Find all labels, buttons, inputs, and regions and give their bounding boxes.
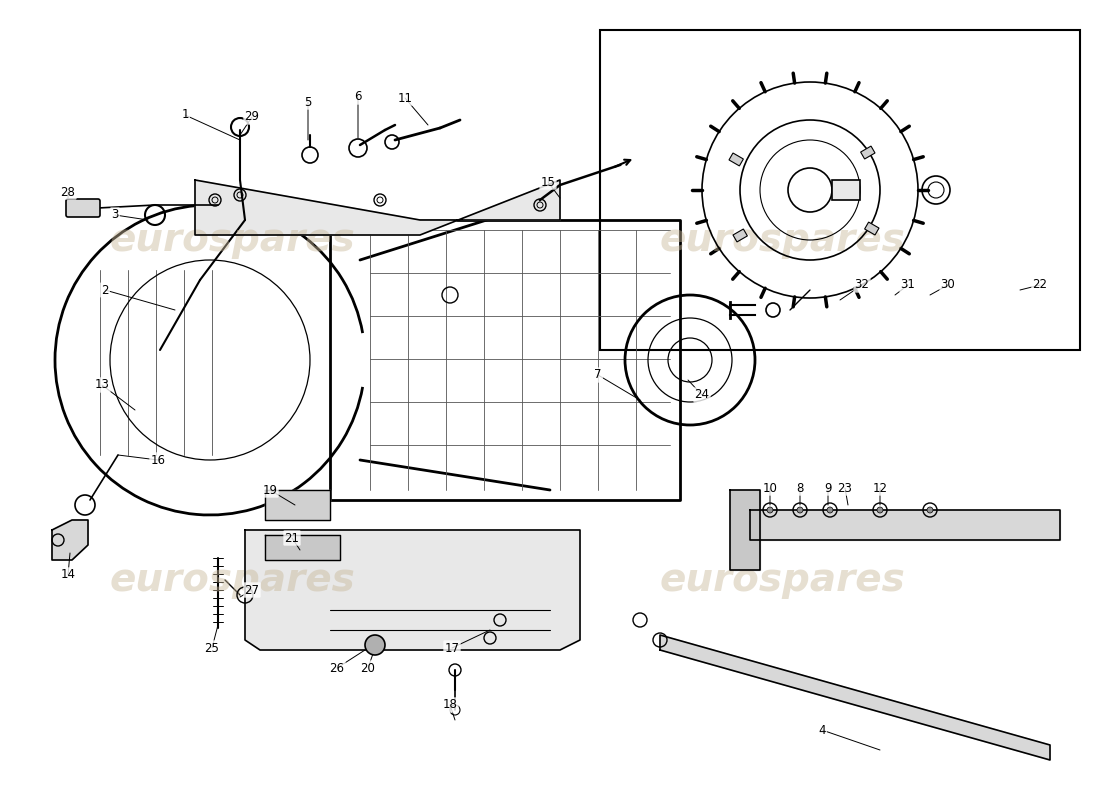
Text: 27: 27: [244, 583, 260, 597]
Polygon shape: [730, 490, 760, 570]
Text: 11: 11: [397, 91, 412, 105]
Bar: [860, 146, 875, 159]
Bar: [865, 222, 879, 235]
Text: 26: 26: [330, 662, 344, 674]
Text: 32: 32: [855, 278, 869, 291]
Text: 22: 22: [1033, 278, 1047, 291]
Text: 9: 9: [824, 482, 832, 494]
Circle shape: [798, 507, 803, 513]
Text: 6: 6: [354, 90, 362, 103]
Text: eurospares: eurospares: [110, 561, 355, 599]
FancyBboxPatch shape: [66, 199, 100, 217]
Text: 4: 4: [818, 723, 826, 737]
Text: 29: 29: [244, 110, 260, 123]
Bar: [733, 229, 747, 242]
Text: 7: 7: [594, 369, 602, 382]
Circle shape: [767, 507, 773, 513]
Polygon shape: [195, 180, 560, 235]
Polygon shape: [750, 510, 1060, 540]
Circle shape: [827, 507, 833, 513]
Text: 31: 31: [901, 278, 915, 291]
Text: 16: 16: [151, 454, 165, 466]
Bar: [832, 180, 860, 200]
Text: 28: 28: [60, 186, 76, 198]
Polygon shape: [52, 520, 88, 560]
Text: 21: 21: [285, 531, 299, 545]
Text: 3: 3: [111, 209, 119, 222]
Text: 2: 2: [101, 283, 109, 297]
Text: 13: 13: [95, 378, 109, 391]
Circle shape: [877, 507, 883, 513]
Text: 20: 20: [361, 662, 375, 674]
Text: 15: 15: [540, 175, 556, 189]
Polygon shape: [265, 490, 330, 520]
Bar: [600, 30, 1080, 350]
Text: 17: 17: [444, 642, 460, 654]
Polygon shape: [245, 530, 580, 650]
Text: 12: 12: [872, 482, 888, 494]
Text: 30: 30: [940, 278, 956, 291]
Polygon shape: [265, 535, 340, 560]
Text: 23: 23: [837, 482, 852, 494]
Text: 25: 25: [205, 642, 219, 654]
Text: 8: 8: [796, 482, 804, 494]
Bar: [729, 153, 744, 166]
Text: 14: 14: [60, 569, 76, 582]
Text: eurospares: eurospares: [110, 221, 355, 259]
Polygon shape: [660, 635, 1050, 760]
Text: 24: 24: [694, 389, 710, 402]
Circle shape: [365, 635, 385, 655]
Text: eurospares: eurospares: [660, 561, 905, 599]
Text: 10: 10: [762, 482, 778, 494]
Text: 1: 1: [182, 109, 189, 122]
Text: 5: 5: [305, 95, 311, 109]
Circle shape: [927, 507, 933, 513]
Text: eurospares: eurospares: [660, 221, 905, 259]
Text: 18: 18: [442, 698, 458, 711]
Text: 19: 19: [263, 483, 277, 497]
